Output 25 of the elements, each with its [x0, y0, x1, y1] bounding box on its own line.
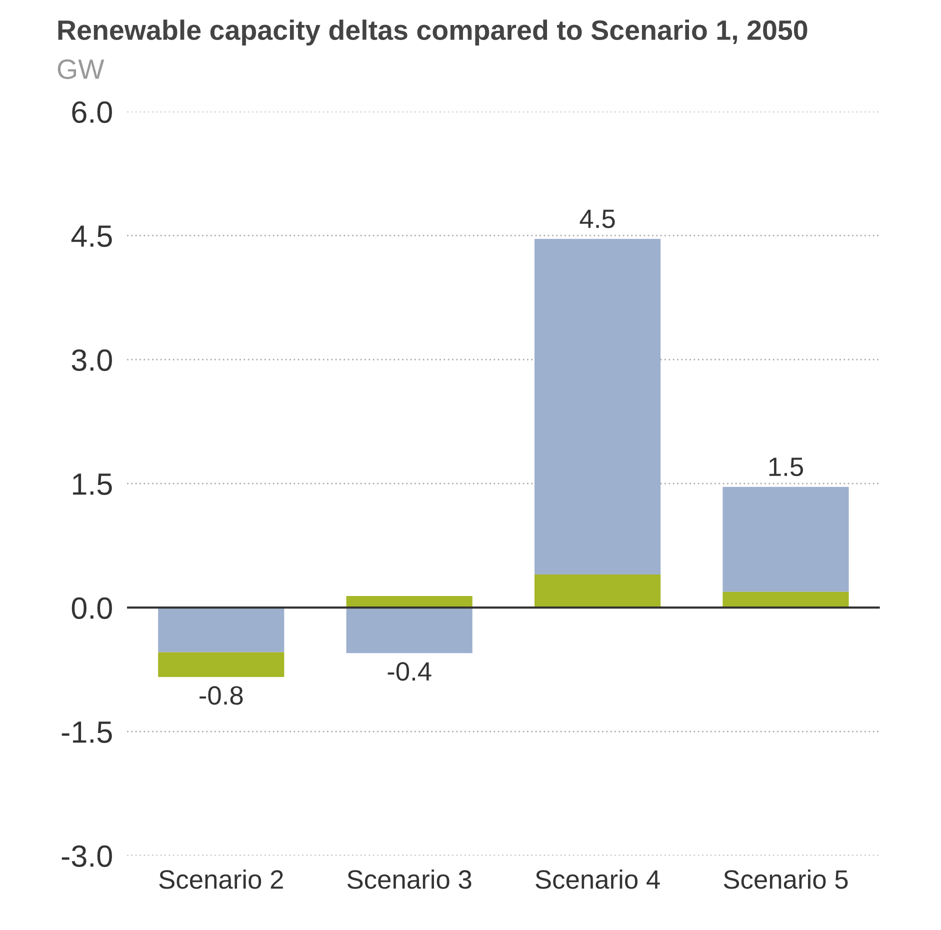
y-tick-label: 6.0 [72, 101, 112, 123]
bar [346, 596, 472, 608]
total-label: -0.8 [200, 686, 243, 705]
bar [534, 238, 661, 575]
bar [722, 486, 849, 592]
y-tick-label: 1.5 [73, 474, 112, 495]
bar [534, 574, 661, 608]
total-label: 4.5 [580, 210, 615, 228]
total-label: -0.4 [388, 662, 432, 681]
chart-title: Renewable capacity deltas compared to Scenario 1, 2050 [58, 20, 808, 46]
bar [158, 608, 284, 652]
x-tick-label: Scenario 2 [159, 869, 283, 889]
bar [158, 652, 284, 678]
bar [346, 608, 472, 654]
y-tick-label: -3.0 [62, 845, 112, 867]
x-tick-label: Scenario 4 [536, 869, 660, 889]
y-tick-label: 4.5 [71, 226, 112, 247]
x-tick-label: Scenario 5 [724, 869, 848, 889]
y-tick-label: -1.5 [62, 722, 112, 743]
bar [722, 592, 849, 608]
chart-subtitle: GW [58, 59, 104, 80]
total-label: 1.5 [769, 458, 803, 476]
x-tick-label: Scenario 3 [347, 869, 472, 889]
y-tick-label: 3.0 [72, 349, 112, 371]
y-tick-label: 0.0 [72, 597, 112, 619]
